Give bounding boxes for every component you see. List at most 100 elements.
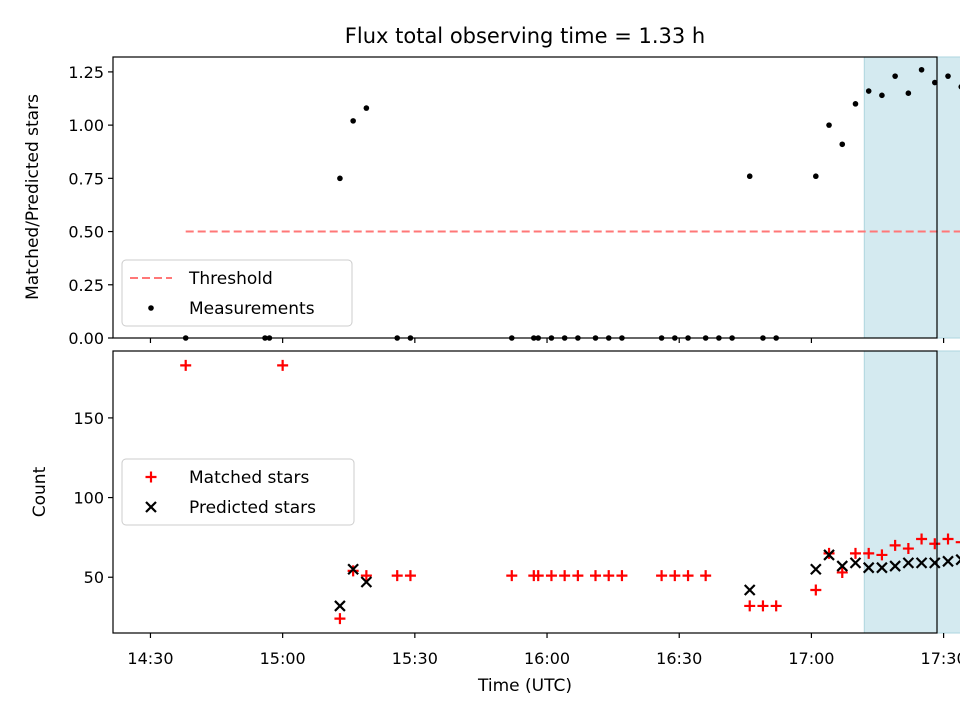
top-y-axis-label: Matched/Predicted stars: [23, 94, 43, 300]
data-point: [347, 563, 359, 576]
series-matched-stars: [180, 359, 960, 625]
series-predicted-stars: [334, 549, 960, 612]
bottom-y-axis-label: Count: [30, 466, 50, 517]
data-point: [876, 549, 888, 561]
axes-frame: [112, 56, 938, 339]
data-point: [337, 175, 343, 182]
data-point: [572, 570, 584, 582]
data-point: [545, 570, 557, 582]
top-panel: 0.00 0.25 0.50 0.75 1.00 1.25 Matched/Predict…: [23, 56, 960, 348]
data-point: [810, 563, 822, 576]
top-legend: Threshold Measurements: [121, 259, 353, 327]
data-point: [929, 557, 941, 569]
data-point: [682, 570, 694, 582]
legend-label: Threshold: [188, 269, 273, 289]
data-point: [918, 66, 925, 73]
data-point: [902, 543, 914, 555]
data-point: [902, 557, 915, 569]
data-point: [823, 547, 835, 559]
data-point: [744, 600, 756, 612]
observing-window-band: [863, 350, 960, 634]
x-tick-label: 14:30: [127, 649, 173, 668]
y-tick-label: 100: [73, 489, 104, 508]
data-point: [863, 547, 875, 559]
x-tick-label: 16:00: [524, 649, 570, 668]
data-point: [743, 584, 756, 596]
data-point: [669, 570, 681, 582]
data-point: [334, 613, 346, 625]
data-point: [656, 570, 668, 582]
y-tick-label: 50: [84, 568, 104, 587]
x-tick-label: 16:30: [656, 649, 702, 668]
legend-handle: [148, 305, 154, 311]
data-point: [823, 549, 835, 561]
data-point: [849, 547, 861, 559]
data-point: [942, 533, 954, 545]
data-point: [746, 173, 753, 180]
data-point: [945, 73, 951, 79]
data-point: [826, 122, 832, 128]
data-point: [360, 576, 373, 588]
data-point: [277, 359, 289, 371]
data-point: [506, 570, 518, 582]
data-point: [347, 565, 359, 577]
data-point: [770, 600, 782, 612]
legend-label: Predicted stars: [189, 498, 316, 518]
data-point: [391, 570, 403, 582]
data-point: [757, 600, 769, 612]
data-point: [889, 539, 901, 551]
data-point: [931, 79, 938, 86]
data-point: [180, 359, 192, 371]
data-point: [700, 570, 712, 582]
data-point: [862, 561, 875, 574]
data-point: [852, 101, 859, 107]
x-tick-label: 17:00: [788, 649, 834, 668]
axes-frame: [112, 350, 938, 634]
data-point: [889, 560, 901, 572]
data-point: [363, 105, 370, 111]
y-tick-label: 0.25: [68, 276, 104, 295]
data-point: [876, 561, 888, 574]
data-point: [942, 555, 954, 568]
observing-window-band: [863, 56, 960, 339]
legend-handle: [145, 471, 157, 483]
data-point: [360, 570, 372, 582]
y-tick-label: 1.25: [68, 63, 104, 82]
data-point: [892, 73, 898, 79]
data-point: [839, 141, 846, 148]
bottom-legend: Matched stars Predicted stars: [121, 458, 355, 526]
data-point: [813, 173, 819, 180]
data-point: [836, 560, 849, 572]
data-point: [404, 570, 416, 582]
legend-box: [121, 259, 353, 327]
legend-handle: [145, 501, 157, 513]
data-point: [616, 570, 628, 582]
data-point: [955, 541, 960, 544]
x-tick-label: 15:30: [392, 649, 438, 668]
data-point: [879, 92, 885, 99]
y-tick-label: 150: [73, 409, 104, 428]
y-tick-label: 1.00: [68, 116, 104, 135]
legend-box: [121, 458, 355, 526]
data-point: [865, 88, 872, 94]
y-tick-label: 0.00: [68, 329, 104, 348]
chart-title: Flux total observing time = 1.33 h: [345, 24, 705, 48]
data-point: [905, 90, 912, 96]
legend-label: Matched stars: [189, 468, 309, 488]
y-tick-label: 0.75: [68, 169, 104, 188]
data-point: [590, 570, 602, 582]
data-point: [929, 538, 941, 550]
y-tick-label: 0.50: [68, 223, 104, 242]
data-point: [603, 570, 615, 582]
data-point: [532, 570, 544, 582]
data-point: [810, 584, 822, 596]
x-axis-label: Time (UTC): [477, 676, 572, 696]
data-point: [350, 118, 356, 124]
bottom-panel: 50 100 150 14:30 15:00 15:30 16:00 16:30 17:00 17…: [30, 350, 960, 696]
legend-label: Measurements: [189, 299, 315, 319]
data-point: [916, 533, 928, 545]
data-point: [559, 570, 571, 582]
data-point: [849, 557, 862, 569]
data-point: [836, 566, 848, 578]
